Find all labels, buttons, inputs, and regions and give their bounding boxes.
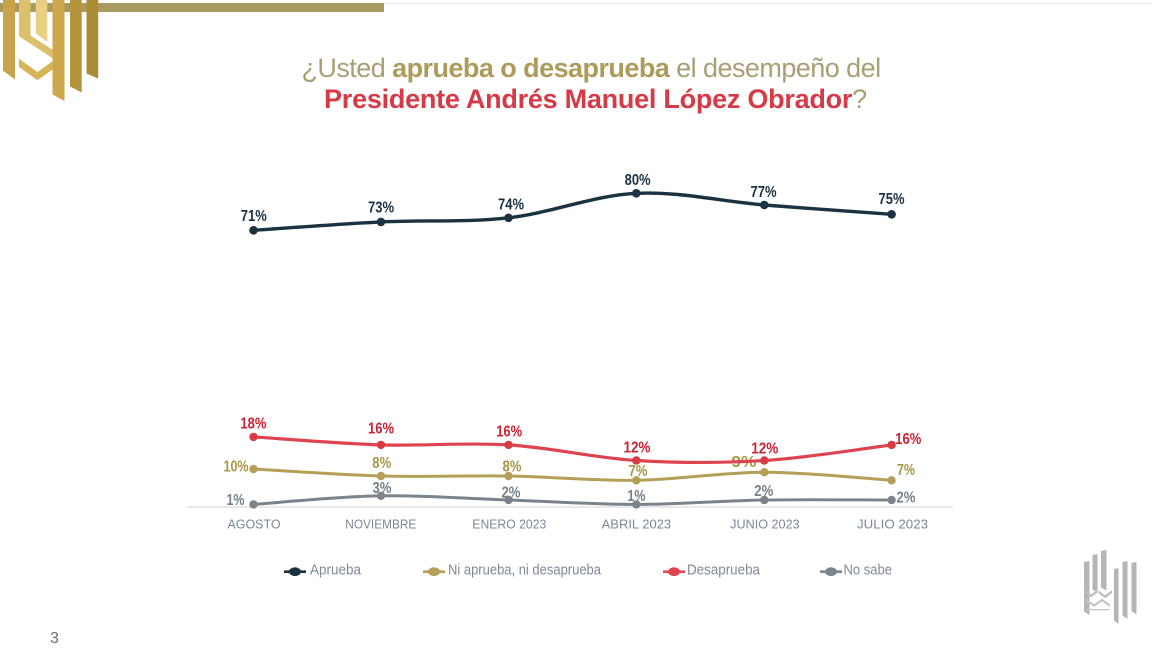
svg-text:80%: 80% — [625, 172, 651, 189]
svg-text:2%: 2% — [754, 483, 773, 500]
svg-text:77%: 77% — [751, 184, 777, 201]
svg-text:12%: 12% — [751, 441, 778, 458]
svg-text:Ni aprueba, ni desaprueba: Ni aprueba, ni desaprueba — [448, 563, 601, 579]
svg-text:ABRIL 2023: ABRIL 2023 — [602, 517, 672, 532]
svg-text:12%: 12% — [624, 439, 651, 456]
svg-text:Aprueba: Aprueba — [310, 563, 361, 579]
svg-text:75%: 75% — [879, 191, 905, 208]
svg-text:3%: 3% — [373, 480, 392, 497]
svg-text:1%: 1% — [627, 488, 645, 505]
svg-text:8%: 8% — [372, 455, 391, 472]
svg-text:16%: 16% — [496, 424, 522, 441]
svg-text:74%: 74% — [498, 197, 524, 214]
svg-text:16%: 16% — [895, 431, 921, 448]
svg-text:AGOSTO: AGOSTO — [228, 517, 281, 532]
svg-text:71%: 71% — [241, 208, 267, 225]
svg-text:2%: 2% — [502, 485, 521, 502]
svg-text:10%: 10% — [224, 459, 249, 476]
svg-text:No sabe: No sabe — [844, 563, 893, 579]
svg-text:JULIO 2023: JULIO 2023 — [857, 517, 928, 532]
svg-text:2%: 2% — [897, 490, 916, 507]
svg-text:7%: 7% — [897, 462, 915, 479]
svg-text:7%: 7% — [629, 463, 648, 480]
svg-text:16%: 16% — [368, 421, 394, 438]
svg-text:1%: 1% — [227, 492, 245, 509]
svg-text:ENERO 2023: ENERO 2023 — [472, 517, 546, 532]
svg-text:18%: 18% — [240, 415, 266, 432]
svg-text:8%: 8% — [503, 459, 522, 476]
svg-text:Desaprueba: Desaprueba — [687, 563, 760, 579]
svg-text:JUNIO 2023: JUNIO 2023 — [730, 517, 800, 532]
svg-text:NOVIEMBRE: NOVIEMBRE — [345, 517, 416, 532]
svg-text:73%: 73% — [368, 199, 394, 216]
